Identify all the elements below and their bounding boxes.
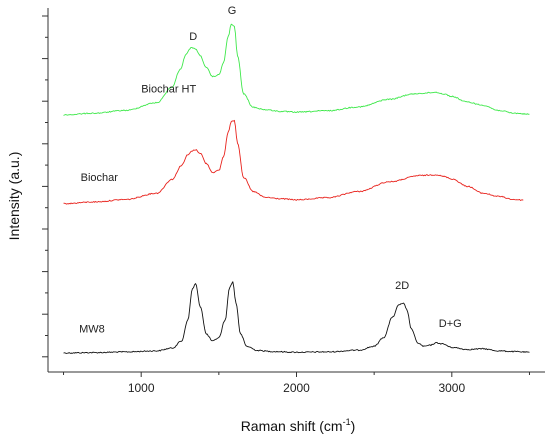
series-label-layer: MW8 Biochar Biochar HT [79, 83, 196, 335]
series-layer [63, 23, 530, 354]
axes-layer [47, 8, 545, 373]
series-line-biochar-ht [63, 23, 530, 116]
series-line-biochar [63, 119, 524, 205]
peak-label: D [189, 31, 197, 43]
x-tick-label: 2000 [283, 381, 310, 395]
peak-label: 2D [395, 280, 409, 292]
x-axis-title-main: Raman shift (cm [241, 418, 343, 434]
y-axis-title: Intensity (a.u.) [6, 152, 22, 241]
peak-label: G [228, 5, 237, 17]
series-label: Biochar [81, 172, 119, 184]
series-label: MW8 [79, 323, 105, 335]
series-line-mw8 [63, 281, 530, 354]
x-tick-label: 3000 [438, 381, 465, 395]
y-tick-layer [42, 15, 48, 358]
peak-annotation-layer: D G 2D D+G [189, 5, 461, 330]
x-axis-title-end: ) [351, 418, 356, 434]
series-label: Biochar HT [141, 83, 196, 95]
x-tick-layer: 1000 2000 3000 [63, 372, 530, 395]
x-axis-title-superscript: -1 [343, 417, 351, 427]
peak-label: D+G [439, 318, 462, 330]
x-axis-title: Raman shift (cm-1) [241, 417, 356, 434]
x-tick-label: 1000 [128, 381, 155, 395]
